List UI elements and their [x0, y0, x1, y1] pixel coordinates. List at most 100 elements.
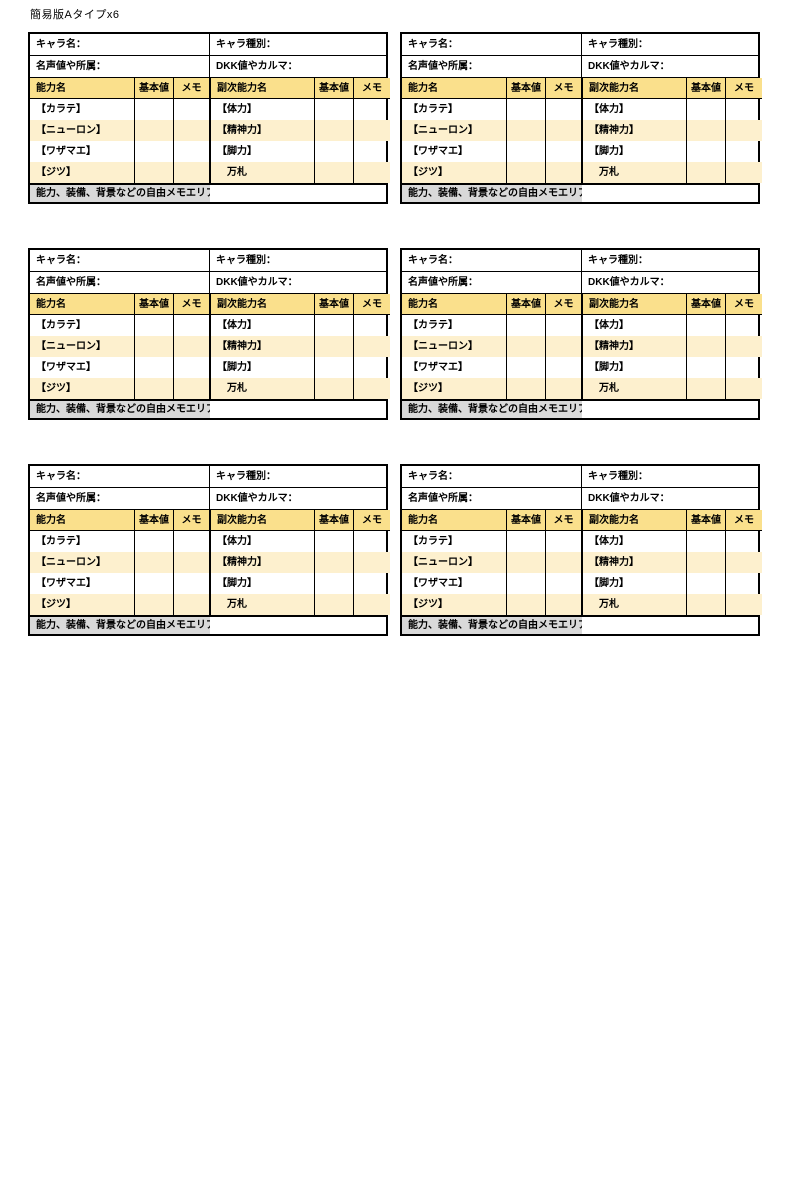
secondary-stat-memo-input[interactable] — [726, 162, 762, 183]
primary-stat-base-input[interactable] — [507, 357, 546, 378]
primary-stat-base-input[interactable] — [135, 357, 174, 378]
secondary-stat-base-input[interactable] — [687, 162, 726, 183]
secondary-stat-base-input[interactable] — [315, 99, 354, 120]
primary-stat-base-input[interactable] — [507, 378, 546, 399]
secondary-stat-memo-input[interactable] — [354, 120, 390, 141]
primary-stat-base-input[interactable] — [135, 141, 174, 162]
primary-stat-memo-input[interactable] — [546, 120, 582, 141]
primary-stat-base-input[interactable] — [507, 120, 546, 141]
dkk-karma-label: DKK値やカルマ： — [588, 493, 670, 504]
primary-stat-memo-input[interactable] — [174, 315, 210, 336]
secondary-stat-memo-input[interactable] — [354, 531, 390, 552]
primary-stat-memo-input[interactable] — [546, 162, 582, 183]
secondary-stat-memo-input[interactable] — [726, 336, 762, 357]
secondary-stat-base-input[interactable] — [315, 357, 354, 378]
primary-stat-base-input[interactable] — [135, 573, 174, 594]
secondary-stat-base-input[interactable] — [687, 357, 726, 378]
primary-stat-base-input[interactable] — [507, 315, 546, 336]
primary-stat-memo-input[interactable] — [546, 357, 582, 378]
primary-stat-memo-input[interactable] — [546, 315, 582, 336]
secondary-stat-base-input[interactable] — [315, 315, 354, 336]
secondary-stat-base-input[interactable] — [315, 552, 354, 573]
primary-stat-memo-input[interactable] — [546, 99, 582, 120]
primary-stat-base-input[interactable] — [135, 315, 174, 336]
secondary-stat-memo-input[interactable] — [726, 594, 762, 615]
secondary-stat-memo-input[interactable] — [726, 357, 762, 378]
secondary-stat-base-input[interactable] — [315, 573, 354, 594]
primary-stat-memo-input[interactable] — [174, 552, 210, 573]
primary-stat-base-input[interactable] — [507, 141, 546, 162]
primary-stat-base-input[interactable] — [507, 99, 546, 120]
secondary-stat-base-input[interactable] — [315, 141, 354, 162]
primary-stat-memo-input[interactable] — [546, 552, 582, 573]
primary-stat-memo-input[interactable] — [546, 141, 582, 162]
secondary-stat-memo-input[interactable] — [726, 99, 762, 120]
primary-stat-memo-input[interactable] — [546, 531, 582, 552]
primary-stat-memo-input[interactable] — [174, 99, 210, 120]
primary-stat-base-input[interactable] — [507, 573, 546, 594]
primary-stat-memo-input[interactable] — [174, 357, 210, 378]
secondary-stat-base-input[interactable] — [687, 531, 726, 552]
dkk-karma-label: DKK値やカルマ： — [588, 277, 670, 288]
primary-stat-memo-input[interactable] — [174, 573, 210, 594]
character-card: キャラ名： キャラ種別： 名声値や所属： DKK値やカルマ： 能力名 基本値 メモ 副次能力名… — [400, 464, 762, 636]
secondary-stat-memo-input[interactable] — [354, 357, 390, 378]
secondary-stat-memo-input[interactable] — [354, 336, 390, 357]
secondary-stat-memo-input[interactable] — [354, 162, 390, 183]
primary-stat-memo-input[interactable] — [174, 336, 210, 357]
secondary-stat-base-input[interactable] — [687, 552, 726, 573]
secondary-stat-base-input[interactable] — [315, 336, 354, 357]
primary-stat-memo-input[interactable] — [174, 594, 210, 615]
primary-stat-base-input[interactable] — [135, 378, 174, 399]
primary-stat-memo-input[interactable] — [546, 594, 582, 615]
secondary-stat-base-input[interactable] — [687, 573, 726, 594]
secondary-stat-base-input[interactable] — [687, 378, 726, 399]
primary-stat-base-input[interactable] — [507, 162, 546, 183]
secondary-stat-base-input[interactable] — [315, 531, 354, 552]
secondary-stat-memo-input[interactable] — [354, 141, 390, 162]
primary-stat-memo-input[interactable] — [174, 141, 210, 162]
primary-stat-base-input[interactable] — [507, 336, 546, 357]
primary-stat-base-input[interactable] — [135, 531, 174, 552]
secondary-stat-base-input[interactable] — [687, 141, 726, 162]
secondary-stat-base-input[interactable] — [687, 594, 726, 615]
primary-stat-memo-input[interactable] — [546, 378, 582, 399]
secondary-stat-label: 【精神力】 — [210, 552, 315, 573]
secondary-stat-memo-input[interactable] — [354, 99, 390, 120]
secondary-stat-base-input[interactable] — [687, 315, 726, 336]
secondary-stat-memo-input[interactable] — [726, 552, 762, 573]
primary-stat-memo-input[interactable] — [546, 573, 582, 594]
secondary-stat-base-input[interactable] — [687, 336, 726, 357]
secondary-stat-base-input[interactable] — [687, 120, 726, 141]
primary-stat-base-input[interactable] — [507, 531, 546, 552]
secondary-stat-base-input[interactable] — [687, 99, 726, 120]
primary-stat-memo-input[interactable] — [174, 531, 210, 552]
secondary-stat-memo-input[interactable] — [726, 531, 762, 552]
secondary-stat-base-input[interactable] — [315, 120, 354, 141]
secondary-stat-memo-input[interactable] — [726, 573, 762, 594]
secondary-stat-memo-input[interactable] — [726, 141, 762, 162]
secondary-stat-memo-input[interactable] — [354, 315, 390, 336]
primary-stat-base-input[interactable] — [135, 336, 174, 357]
secondary-stat-base-input[interactable] — [315, 378, 354, 399]
secondary-stat-memo-input[interactable] — [726, 120, 762, 141]
secondary-stat-memo-input[interactable] — [726, 315, 762, 336]
primary-stat-memo-input[interactable] — [174, 378, 210, 399]
secondary-stat-base-input[interactable] — [315, 162, 354, 183]
secondary-stat-memo-input[interactable] — [354, 378, 390, 399]
primary-stat-base-input[interactable] — [135, 120, 174, 141]
secondary-stat-base-input[interactable] — [315, 594, 354, 615]
primary-stat-base-input[interactable] — [507, 594, 546, 615]
primary-stat-memo-input[interactable] — [546, 336, 582, 357]
secondary-stat-memo-input[interactable] — [354, 594, 390, 615]
primary-stat-base-input[interactable] — [135, 552, 174, 573]
primary-stat-memo-input[interactable] — [174, 162, 210, 183]
secondary-stat-memo-input[interactable] — [354, 552, 390, 573]
secondary-stat-memo-input[interactable] — [726, 378, 762, 399]
primary-stat-base-input[interactable] — [135, 99, 174, 120]
secondary-stat-memo-input[interactable] — [354, 573, 390, 594]
primary-stat-base-input[interactable] — [135, 594, 174, 615]
primary-stat-memo-input[interactable] — [174, 120, 210, 141]
primary-stat-base-input[interactable] — [507, 552, 546, 573]
primary-stat-base-input[interactable] — [135, 162, 174, 183]
